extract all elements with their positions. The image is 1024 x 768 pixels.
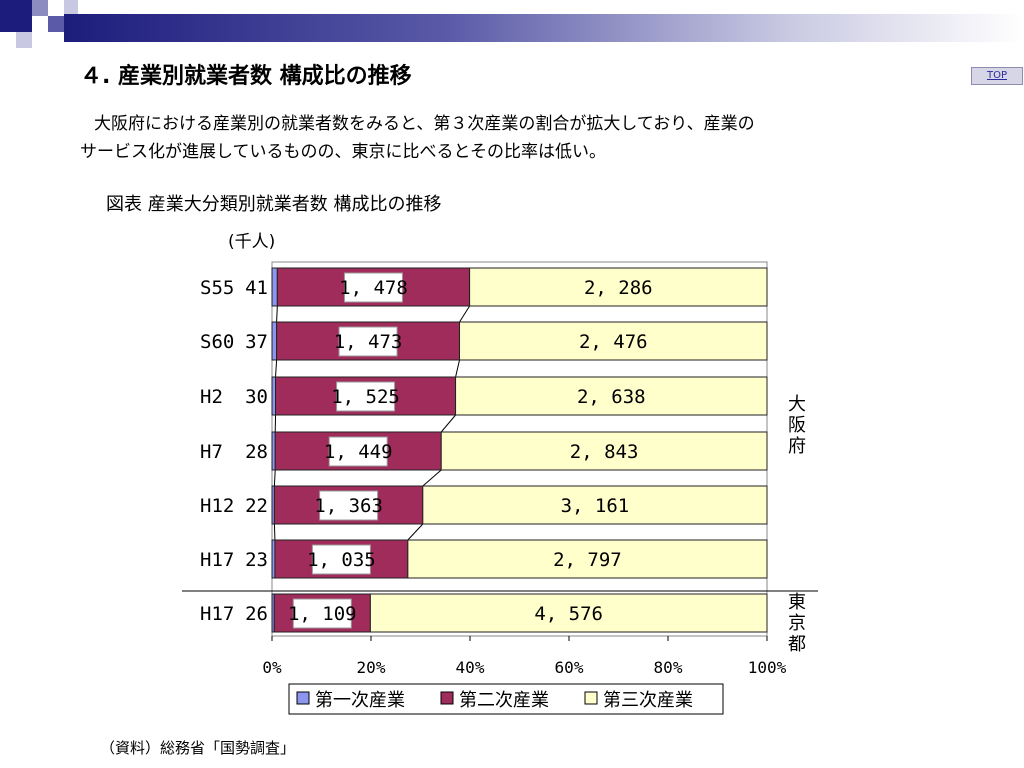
bar-segment: [369, 593, 768, 633]
series-connector-line: [422, 469, 442, 487]
group-label: 阪: [788, 415, 806, 436]
legend-swatch: [584, 691, 598, 705]
data-label-box: [319, 490, 379, 521]
data-label: 2, 286: [584, 277, 653, 299]
bar-segment: [271, 321, 278, 361]
unit-label: (千人): [228, 232, 275, 252]
bar-segment: [271, 267, 278, 307]
series-connector-line: [273, 523, 276, 541]
group-label: 京: [788, 613, 806, 634]
data-label: 1, 478: [339, 277, 408, 299]
x-tick-label: 100%: [748, 658, 787, 677]
x-tick-label: 0%: [262, 658, 282, 677]
legend-label: 第三次産業: [603, 690, 693, 711]
data-label: 2, 843: [570, 441, 639, 463]
data-label-box: [311, 544, 371, 575]
data-label: 1, 449: [324, 441, 393, 463]
category-label: H12: [200, 495, 234, 517]
data-label: 1, 363: [314, 495, 383, 517]
legend-label: 第二次産業: [459, 690, 549, 711]
legend-box: [288, 683, 724, 715]
category-label: S60: [200, 331, 234, 353]
x-tick-label: 40%: [456, 658, 485, 677]
category-label: H7: [200, 441, 223, 463]
top-link-button[interactable]: TOP: [971, 67, 1023, 85]
series-connector-line: [459, 305, 471, 323]
data-label: 22: [245, 495, 268, 517]
description-text: 大阪府における産業別の就業者数をみると、第３次産業の割合が拡大しており、産業の …: [80, 110, 960, 166]
data-label: 2, 797: [553, 549, 622, 571]
figure-caption: 図表 産業大分類別就業者数 構成比の推移: [106, 194, 442, 215]
bar-segment: [459, 321, 768, 361]
group-label: 大: [788, 394, 806, 415]
header-gradient-bar: [64, 14, 1024, 42]
series-connector-line: [407, 523, 424, 541]
corner-square: [64, 0, 78, 14]
x-tick-label: 60%: [555, 658, 584, 677]
data-label: 41: [245, 277, 268, 299]
legend-swatch: [296, 691, 310, 705]
data-label: 2, 638: [577, 386, 646, 408]
category-label: S55: [200, 277, 234, 299]
description-line-1: 大阪府における産業別の就業者数をみると、第３次産業の割合が拡大しており、産業の: [94, 114, 755, 134]
data-label-box: [343, 272, 403, 303]
corner-square: [0, 0, 32, 32]
x-tick-label: 80%: [654, 658, 683, 677]
description-line-2: サービス化が進展しているものの、東京に比べるとその比率は低い。: [80, 142, 606, 162]
data-label: 1, 035: [307, 549, 376, 571]
group-label: 東: [788, 592, 806, 613]
series-connector-line: [275, 359, 278, 378]
data-label: 1, 525: [331, 386, 400, 408]
page-title: ４. 産業別就業者数 構成比の推移: [80, 64, 412, 89]
data-label-box: [338, 326, 398, 357]
legend-label: 第一次産業: [315, 690, 405, 711]
data-label: 1, 109: [288, 603, 357, 625]
data-label: 26: [245, 603, 268, 625]
slide-header-decoration: [0, 0, 1024, 50]
data-label: 1, 473: [334, 331, 403, 353]
series-connector-line: [440, 414, 456, 433]
corner-square: [32, 0, 48, 16]
x-tick-label: 20%: [357, 658, 386, 677]
series-connector-line: [273, 469, 276, 487]
group-label: 都: [788, 634, 806, 655]
data-label-box: [336, 381, 396, 412]
series-connector-line: [276, 305, 278, 323]
corner-square: [16, 32, 32, 48]
bar-segment: [469, 267, 768, 307]
bar-segment: [440, 431, 768, 471]
category-label: H17: [200, 549, 234, 571]
data-label: 3, 161: [561, 495, 630, 517]
bar-segment: [455, 376, 768, 416]
data-label: 4, 576: [534, 603, 603, 625]
data-label-box: [328, 436, 388, 467]
bar-segment: [407, 539, 768, 579]
series-connector-line: [455, 359, 461, 378]
data-label: 23: [245, 549, 268, 571]
data-label: 30: [245, 386, 268, 408]
data-label: 37: [245, 331, 268, 353]
category-label: H17: [200, 603, 234, 625]
data-label: 2, 476: [579, 331, 648, 353]
category-label: H2: [200, 386, 223, 408]
data-label-box: [292, 598, 352, 629]
bar-segment: [271, 376, 277, 416]
group-label: 府: [788, 436, 806, 457]
corner-square: [48, 16, 64, 32]
source-note: （資料）総務省「国勢調査」: [100, 739, 296, 757]
data-label: 28: [245, 441, 268, 463]
bar-segment: [422, 485, 768, 525]
legend-swatch: [440, 691, 454, 705]
